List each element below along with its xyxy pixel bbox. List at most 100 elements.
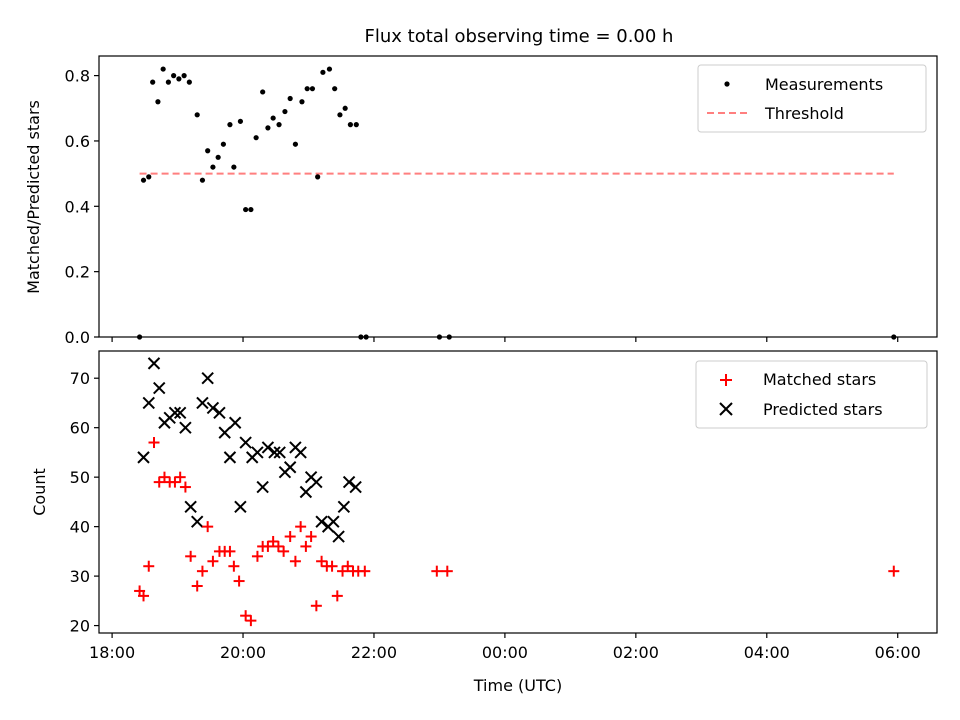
matched-star-point — [431, 565, 443, 577]
matched-star-point — [233, 575, 245, 587]
measurement-point — [227, 122, 233, 128]
measurement-point — [287, 95, 293, 102]
measurement-point — [155, 99, 161, 105]
measurement-point — [363, 334, 369, 340]
measurement-point — [309, 86, 316, 92]
top-legend: Measurements Threshold — [697, 64, 927, 133]
measurement-point — [199, 177, 206, 183]
matched-star-point — [284, 531, 296, 543]
measurement-point — [337, 112, 343, 118]
measurement-point — [358, 334, 364, 340]
measurement-point — [194, 112, 200, 118]
measurement-point — [446, 334, 452, 340]
measurement-point — [299, 99, 305, 105]
bottom-y-axis-label: Count — [30, 468, 49, 516]
legend-measurement-marker — [724, 81, 730, 87]
predicted-star-point — [315, 515, 328, 528]
legend-matched-marker — [720, 374, 732, 386]
measurement-point — [260, 89, 266, 95]
matched-star-point — [153, 476, 165, 488]
measurement-point — [140, 177, 147, 183]
bottom-x-ticks: 18:00 20:00 22:00 00:00 02:00 04:00 06:00 — [89, 633, 921, 662]
predicted-star-point — [283, 461, 297, 474]
y-tick-label: 60 — [70, 419, 90, 438]
predicted-star-point — [206, 401, 220, 415]
measurement-point — [136, 334, 143, 340]
measurement-point — [332, 86, 338, 92]
measurement-point — [248, 206, 254, 213]
predicted-star-point — [349, 480, 362, 494]
measurement-point — [270, 115, 276, 121]
predicted-star-point — [261, 441, 275, 454]
matched-star-point — [337, 565, 349, 577]
measurement-points — [136, 66, 897, 340]
measurement-point — [347, 122, 353, 128]
predicted-star-point — [142, 396, 155, 410]
predicted-star-point — [310, 475, 323, 489]
y-tick-label: 0.6 — [65, 132, 90, 151]
matched-star-point — [300, 540, 312, 552]
matched-star-point — [262, 540, 274, 552]
matched-star-point — [359, 565, 371, 577]
measurement-point — [210, 164, 216, 170]
matched-star-point — [305, 531, 317, 543]
legend-matched-label: Matched stars — [763, 370, 876, 389]
bottom-legend: Matched stars Predicted stars — [695, 360, 928, 429]
predicted-star-point — [137, 451, 150, 464]
measurement-point — [205, 148, 211, 154]
matched-star-point — [191, 580, 203, 592]
bottom-y-ticks: 20 30 40 50 60 70 — [70, 369, 99, 636]
y-tick-label: 50 — [70, 468, 90, 487]
y-tick-label: 0.4 — [65, 197, 90, 216]
legend-predicted-marker — [719, 402, 733, 416]
predicted-star-point — [234, 500, 247, 514]
measurement-point — [891, 334, 897, 340]
chart-title: Flux total observing time = 0.00 h — [365, 26, 674, 47]
predicted-star-point — [228, 416, 242, 429]
matched-star-point — [169, 476, 181, 488]
measurement-point — [243, 206, 249, 213]
y-tick-label: 40 — [70, 518, 90, 537]
predicted-star-point — [294, 446, 307, 459]
legend-threshold-label: Threshold — [764, 104, 844, 123]
measurement-point — [215, 154, 221, 160]
measurement-point — [181, 73, 187, 79]
matched-star-point — [196, 565, 208, 577]
predicted-star-point — [332, 530, 345, 543]
matched-star-point — [158, 471, 170, 483]
matched-star-point — [224, 545, 236, 557]
measurement-point — [150, 79, 156, 85]
matched-star-point — [174, 471, 186, 483]
matched-star-point — [207, 555, 219, 567]
predicted-star-point — [337, 500, 351, 514]
predicted-star-point — [273, 446, 286, 459]
predicted-star-point — [184, 500, 197, 514]
x-tick-label: 06:00 — [875, 643, 921, 662]
measurement-point — [265, 125, 271, 131]
y-tick-label: 0.2 — [65, 263, 90, 282]
top-legend-box — [697, 64, 927, 133]
predicted-star-point — [147, 357, 161, 370]
top-panel: 0.00.20.40.60.8 Matched/Predicted stars … — [24, 55, 938, 347]
x-tick-label: 22:00 — [351, 643, 397, 662]
legend-predicted-label: Predicted stars — [763, 400, 883, 419]
x-axis-label: Time (UTC) — [473, 676, 562, 695]
matched-star-point — [331, 590, 343, 602]
top-x-ticks — [111, 337, 899, 342]
top-y-ticks: 0.0 0.2 0.4 0.6 0.8 — [65, 67, 99, 347]
measurement-point — [320, 69, 326, 75]
matched-star-point — [245, 615, 257, 627]
predicted-star-point — [342, 475, 356, 489]
y-tick-label: 0.8 — [65, 67, 90, 86]
measurement-point — [436, 334, 443, 340]
matched-star-point — [295, 521, 307, 533]
predicted-star-point — [268, 446, 281, 459]
measurement-point — [315, 174, 321, 180]
predicted-star-point — [256, 480, 269, 494]
predicted-star-point — [201, 372, 214, 385]
matched-star-point — [138, 590, 150, 602]
top-y-axis-label: Matched/Predicted stars — [24, 100, 43, 294]
predicted-star-point — [173, 406, 187, 420]
measurement-point — [231, 164, 237, 170]
